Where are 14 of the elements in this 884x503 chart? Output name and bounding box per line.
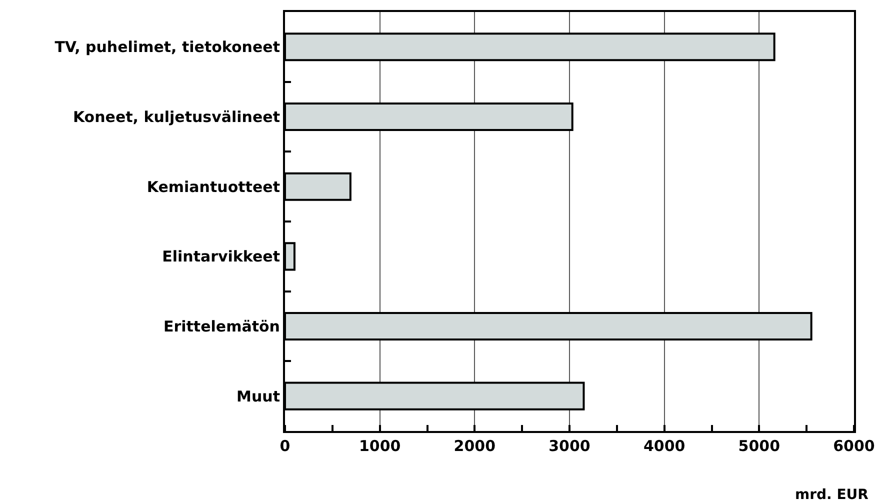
y-tick-label: Muut (236, 387, 280, 406)
x-tick-label: 2000 (454, 437, 496, 455)
x-axis-title: mrd. EUR (795, 487, 869, 503)
x-tick-label: 0 (280, 437, 290, 455)
y-tick-label: Kemiantuotteet (146, 178, 280, 196)
y-tick-label: TV, puhelimet, tietokoneet (54, 38, 280, 56)
y-tick-label: Koneet, kuljetusvälineet (72, 108, 280, 126)
x-tick-label: 6000 (833, 437, 875, 455)
y-tick-label: Elintarvikkeet (162, 248, 280, 266)
x-tick-label: 3000 (548, 437, 590, 455)
y-tick-label: Erittelemätön (163, 318, 280, 336)
x-tick-label: 4000 (643, 437, 686, 455)
x-tick-label: 1000 (358, 437, 401, 455)
x-tick-label: 5000 (738, 437, 780, 455)
